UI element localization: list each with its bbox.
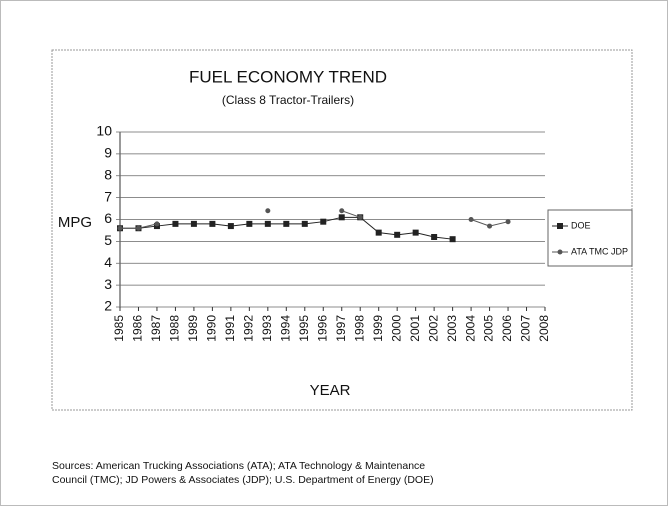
x-tick-label: 1995 — [297, 315, 311, 342]
data-point — [468, 217, 474, 222]
x-tick-label: 2001 — [408, 315, 422, 342]
source-line: Council (TMC); JD Powers & Associates (J… — [52, 474, 434, 486]
x-tick-label: 2007 — [519, 315, 533, 342]
data-point — [338, 214, 345, 221]
legend-box — [547, 209, 633, 267]
y-tick-label: 7 — [104, 188, 112, 204]
data-point — [394, 231, 401, 238]
data-point — [265, 208, 271, 214]
y-tick-label: 2 — [104, 298, 112, 314]
data-point — [264, 220, 271, 227]
y-tick-label: 5 — [104, 232, 112, 248]
data-point — [246, 220, 253, 227]
x-tick-label: 1985 — [112, 315, 126, 342]
x-tick-label: 1996 — [315, 315, 329, 342]
y-tick-label: 8 — [104, 166, 112, 182]
legend-label: ATA TMC JDP — [571, 246, 628, 256]
data-point — [375, 229, 382, 236]
x-tick-label: 1994 — [278, 315, 292, 342]
x-tick-label: 1999 — [371, 315, 385, 342]
y-tick-label: 6 — [104, 210, 112, 226]
data-point — [339, 208, 345, 214]
data-point — [449, 236, 456, 243]
chart-frame — [51, 49, 633, 411]
x-tick-label: 2005 — [482, 315, 496, 342]
chart-title: FUEL ECONOMY TREND — [189, 67, 387, 86]
x-tick-label: 2008 — [537, 315, 551, 342]
x-tick-label: 1997 — [334, 315, 348, 342]
data-point — [190, 220, 197, 227]
data-point — [154, 221, 160, 227]
x-tick-label: 2000 — [389, 315, 403, 342]
data-point — [431, 234, 438, 240]
data-point — [209, 220, 216, 227]
x-tick-label: 2002 — [426, 315, 440, 342]
x-tick-label: 1991 — [223, 315, 237, 342]
x-tick-label: 1992 — [242, 315, 256, 342]
data-point — [505, 219, 511, 225]
x-axis-label: YEAR — [310, 382, 351, 399]
x-tick-label: 2003 — [445, 315, 459, 342]
data-point — [320, 218, 327, 225]
x-tick-label: 1990 — [205, 315, 219, 342]
legend-label: DOE — [571, 220, 591, 230]
legend-marker — [557, 223, 563, 229]
y-tick-label: 3 — [104, 276, 112, 292]
data-point — [117, 225, 123, 231]
x-tick-label: 2004 — [463, 315, 477, 342]
x-tick-label: 1986 — [131, 315, 145, 342]
x-tick-label: 1989 — [186, 315, 200, 342]
x-tick-label: 1987 — [149, 315, 163, 342]
x-tick-label: 1993 — [260, 315, 274, 342]
chart-subtitle: (Class 8 Tractor-Trailers) — [222, 93, 354, 107]
data-point — [283, 220, 290, 227]
data-point — [412, 229, 419, 236]
data-point — [487, 223, 493, 229]
legend-marker — [557, 249, 563, 255]
data-point — [357, 214, 363, 220]
data-point — [301, 220, 308, 227]
y-tick-label: 4 — [104, 254, 112, 270]
y-axis-label: MPG — [58, 214, 92, 231]
x-tick-label: 1988 — [168, 315, 182, 342]
data-point — [135, 225, 141, 231]
y-tick-label: 10 — [96, 123, 112, 139]
data-point — [227, 223, 234, 230]
source-line: Sources: American Trucking Associations … — [52, 460, 425, 472]
y-tick-label: 9 — [104, 145, 112, 161]
x-tick-label: 1998 — [352, 315, 366, 342]
x-tick-label: 2006 — [500, 315, 514, 342]
data-point — [172, 220, 179, 227]
